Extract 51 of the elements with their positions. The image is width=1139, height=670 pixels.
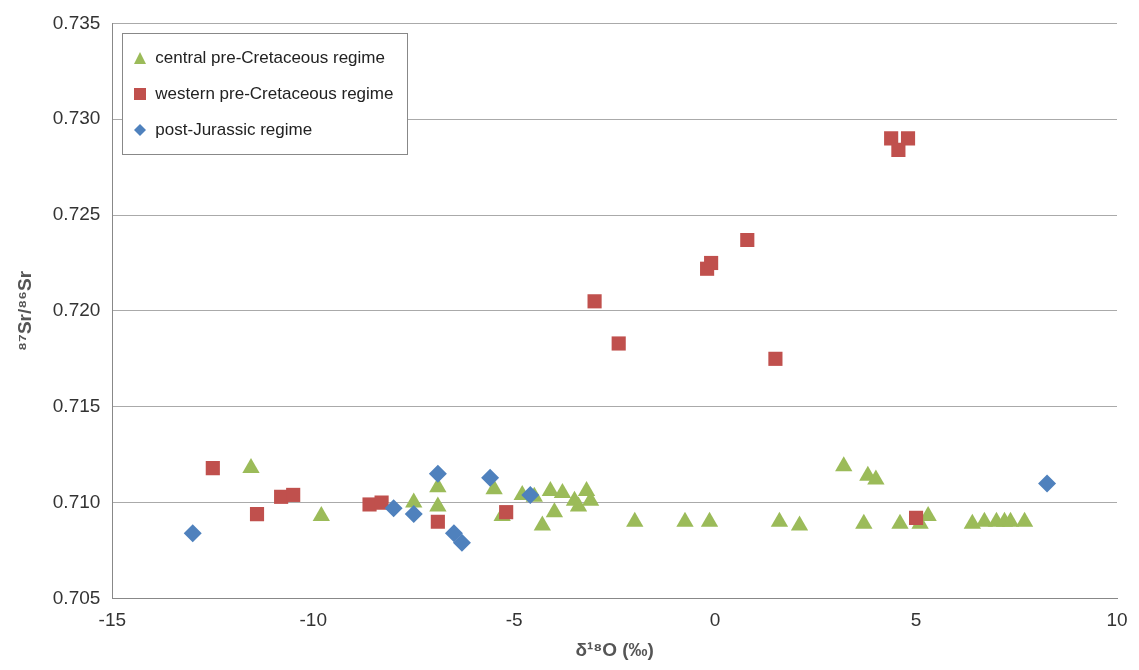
point <box>704 255 719 271</box>
point <box>1015 511 1034 527</box>
point <box>481 468 500 487</box>
point <box>676 511 694 527</box>
x-tick-label: -5 <box>505 609 523 631</box>
point <box>891 513 909 529</box>
point <box>521 485 540 504</box>
point <box>312 505 330 521</box>
y-axis-title: ⁸⁷Sr/⁸⁶Sr <box>13 270 35 351</box>
y-tick-label: 0.715 <box>52 394 101 416</box>
y-tick-label: 0.730 <box>52 107 101 129</box>
point <box>428 464 447 483</box>
x-tick-label: 5 <box>910 609 922 631</box>
y-tick-label: 0.710 <box>52 490 101 512</box>
point <box>1001 511 1020 527</box>
point <box>790 515 809 531</box>
point <box>569 496 588 512</box>
point <box>700 511 719 527</box>
point <box>485 479 503 495</box>
y-tick-label: 0.705 <box>52 586 101 608</box>
y-tick-label: 0.725 <box>52 203 101 225</box>
y-tick-label: 0.720 <box>52 299 101 321</box>
legend-label: central pre-Cretaceous regime <box>155 48 385 69</box>
point <box>909 510 924 525</box>
point <box>553 482 572 498</box>
legend-label: post-Jurassic regime <box>155 120 313 141</box>
point <box>963 513 981 529</box>
y-tick-label: 0.735 <box>52 11 101 33</box>
point <box>867 469 885 485</box>
x-tick-label: 10 <box>1106 609 1128 631</box>
point <box>900 131 916 146</box>
point <box>891 142 906 157</box>
x-axis-title: δ¹⁸O (‰) <box>575 638 654 660</box>
point <box>770 511 789 527</box>
point <box>286 487 301 502</box>
point <box>429 496 447 512</box>
point <box>855 513 873 529</box>
point <box>545 502 564 518</box>
point <box>835 456 853 472</box>
point <box>740 232 755 248</box>
point <box>768 351 783 366</box>
x-tick-label: -10 <box>299 609 328 631</box>
x-tick-label: 0 <box>709 609 721 631</box>
point <box>611 336 626 351</box>
point <box>587 294 602 309</box>
point <box>626 511 644 527</box>
point <box>242 458 260 474</box>
legend-label: western pre-Cretaceous regime <box>155 84 394 105</box>
point <box>405 492 423 508</box>
x-tick-label: -15 <box>98 609 127 631</box>
point <box>533 515 551 531</box>
